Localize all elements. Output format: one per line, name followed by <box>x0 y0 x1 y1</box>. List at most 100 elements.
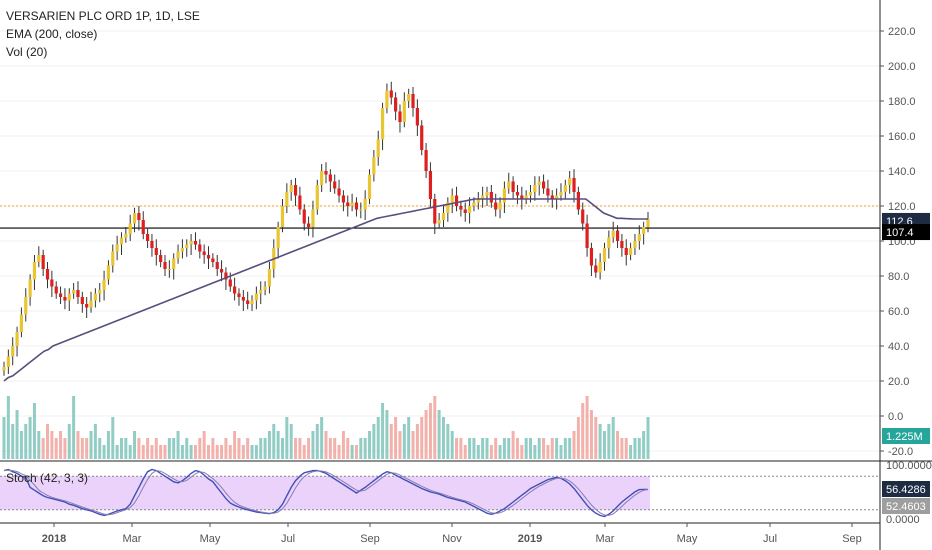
volume-bar <box>298 438 302 459</box>
stoch-k-path <box>3 468 648 518</box>
volume-bar <box>276 431 280 459</box>
volume-bar <box>128 445 132 459</box>
volume-bar <box>272 424 276 459</box>
candle-body <box>154 248 158 255</box>
stoch-line <box>3 468 649 518</box>
candle-body <box>15 332 19 346</box>
legend-vol[interactable]: Vol (20) <box>6 45 47 59</box>
candle-body <box>280 206 285 227</box>
candle-body <box>106 265 111 280</box>
volume-bar <box>259 438 263 459</box>
volume-bar <box>376 417 380 459</box>
volume-bar <box>246 438 250 459</box>
x-tick-label: Jul <box>763 533 777 545</box>
candle-body <box>407 94 411 101</box>
volume-bar <box>407 417 411 459</box>
volume-bar <box>485 438 489 459</box>
volume-bar <box>594 417 598 459</box>
volume-bar <box>189 445 193 459</box>
volume-bar <box>607 424 611 459</box>
volume-bar <box>320 417 324 459</box>
volume-bar <box>555 438 559 459</box>
volume-bar <box>337 445 341 459</box>
candle-body <box>481 195 485 199</box>
candle-body <box>50 279 54 287</box>
volume-bar <box>598 424 602 459</box>
volume-bar <box>402 424 406 459</box>
candle-body <box>124 234 128 238</box>
candle-body <box>115 244 119 252</box>
candle-body <box>145 234 150 241</box>
volume-bar <box>302 445 306 459</box>
candle-body <box>54 286 58 294</box>
badge-line-level: 107.4 <box>886 227 914 239</box>
y-tick-label: 0.0 <box>888 411 903 423</box>
legend-ema[interactable]: EMA (200, close) <box>6 27 97 41</box>
volume-bar <box>568 438 572 459</box>
volume-bar <box>511 431 515 459</box>
candle-body <box>306 223 311 227</box>
volume-bar <box>106 431 110 459</box>
candle-body <box>389 90 393 98</box>
candle-body <box>428 171 433 199</box>
volume-bar <box>537 438 541 459</box>
volume-bar <box>411 431 415 459</box>
candle-body <box>637 234 641 241</box>
candle-body <box>572 178 576 192</box>
candle-body <box>467 206 472 213</box>
candle-body <box>250 300 254 304</box>
volume-bar <box>459 438 463 459</box>
candle-body <box>311 209 315 227</box>
volume-bar <box>315 424 319 459</box>
volume-bar <box>450 431 454 459</box>
candle-body <box>176 251 180 259</box>
volume-bar <box>437 410 441 459</box>
candle-body <box>415 108 419 126</box>
volume-bar <box>350 445 354 459</box>
volume-bar <box>46 424 50 459</box>
candle-body <box>202 251 206 255</box>
candle-body <box>350 202 354 206</box>
candle-body <box>163 262 167 269</box>
candle-body <box>132 213 137 224</box>
candle-body <box>376 139 380 157</box>
volume-bar <box>237 438 241 459</box>
volume-bar <box>6 396 10 459</box>
candle-body <box>259 290 263 294</box>
volume-bar <box>133 431 137 459</box>
legend-symbol[interactable]: VERSARIEN PLC ORD 1P, 1D, LSE <box>6 9 200 23</box>
candle-body <box>267 269 272 287</box>
y-tick-label: 120.0 <box>888 201 916 213</box>
candle-body <box>128 223 132 234</box>
x-tick-label: May <box>200 533 221 545</box>
legend-stoch[interactable]: Stoch (42, 3, 3) <box>6 471 88 485</box>
volume-bar <box>215 445 219 459</box>
volume-bar <box>546 445 550 459</box>
candle-body <box>359 209 363 211</box>
volume-bar <box>381 403 385 459</box>
candle-body <box>515 192 520 196</box>
candle-body <box>337 188 341 196</box>
candle-body <box>276 227 280 248</box>
volume-bar <box>37 431 41 459</box>
candle-body <box>420 125 424 150</box>
volume-bar <box>146 438 150 459</box>
volume-bar <box>150 445 154 459</box>
candle-body <box>568 178 572 185</box>
volume-bar <box>563 438 567 459</box>
badge-stoch-k-bg <box>882 481 930 497</box>
volume-bar <box>415 424 419 459</box>
candle-body <box>89 300 93 308</box>
candle-body <box>37 255 41 262</box>
candle-body <box>607 237 611 248</box>
volume-bar <box>289 424 293 459</box>
volume-bar <box>420 417 424 459</box>
candle-body <box>211 258 215 262</box>
volume-bar <box>207 445 211 459</box>
badge-stoch-k: 56.4286 <box>886 484 926 496</box>
volume-bar <box>463 445 467 459</box>
y-tick-label: -20.0 <box>888 446 913 458</box>
volume-bar <box>389 424 393 459</box>
